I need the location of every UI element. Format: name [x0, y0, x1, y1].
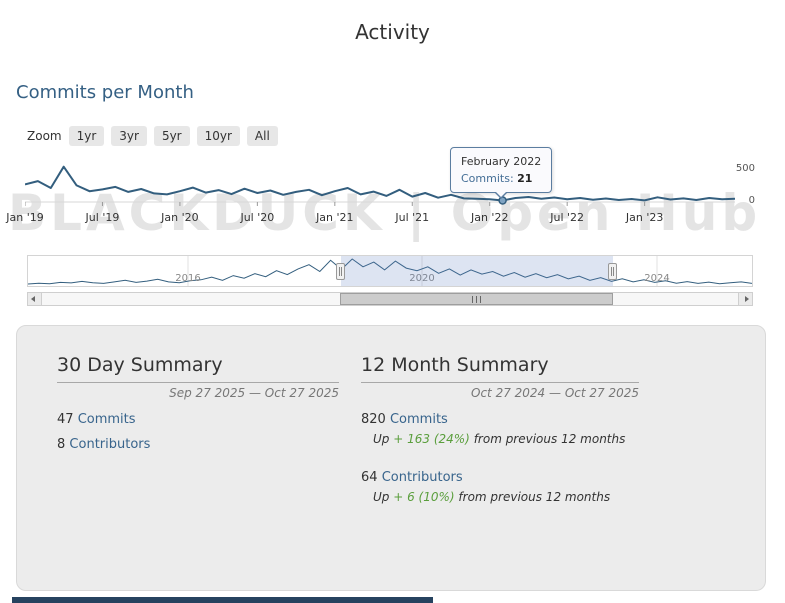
thirty-day-summary: 30 Day Summary Sep 27 2025 — Oct 27 2025… — [57, 354, 339, 452]
zoom-button-all[interactable]: All — [246, 126, 278, 146]
zoom-label: Zoom — [27, 129, 62, 143]
chart-heading: Commits per Month — [16, 82, 194, 103]
delta-prefix: Up — [373, 432, 390, 446]
tooltip-series-label: Commits: — [461, 172, 514, 185]
thirty-day-summary-title: 30 Day Summary — [57, 354, 339, 383]
contributors-link[interactable]: Contributors — [69, 437, 151, 452]
commits-per-month-chart[interactable] — [25, 164, 735, 208]
delta-prefix: Up — [373, 490, 390, 504]
y-axis-max-label: 500 — [735, 163, 755, 174]
twelve-month-contributors-row: 64 Contributors — [361, 470, 639, 485]
x-axis-label: Jan '22 — [470, 211, 509, 224]
chart-scrollbar[interactable] — [27, 292, 753, 306]
zoom-range-selector: Zoom 1yr 3yr 5yr 10yr All — [27, 126, 278, 146]
tooltip-title: February 2022 — [461, 155, 542, 168]
twelve-month-summary-title: 12 Month Summary — [361, 354, 639, 383]
navigator-handle-right[interactable] — [608, 263, 617, 280]
delta-suffix: from previous 12 months — [473, 432, 626, 446]
delta-suffix: from previous 12 months — [458, 490, 611, 504]
tooltip-value-row: Commits: 21 — [461, 172, 541, 185]
zoom-button-3yr[interactable]: 3yr — [111, 126, 147, 146]
x-axis-label: Jul '21 — [395, 211, 430, 224]
scrollbar-right-button[interactable] — [738, 293, 752, 305]
twelve-month-summary: 12 Month Summary Oct 27 2024 — Oct 27 20… — [361, 354, 639, 504]
navigator-year-label: 2016 — [175, 273, 201, 284]
navigator-year-label: 2020 — [409, 273, 435, 284]
page-title: Activity — [355, 20, 430, 44]
chart-navigator[interactable]: 2016 2020 2024 — [27, 255, 753, 287]
contributors-delta-text: Up + 6 (10%) from previous 12 months — [373, 490, 639, 504]
contributors-link[interactable]: Contributors — [381, 470, 463, 485]
scrollbar-left-button[interactable] — [28, 293, 42, 305]
commits-delta-text: Up + 163 (24%) from previous 12 months — [373, 432, 639, 446]
navigator-handle-left[interactable] — [336, 263, 345, 280]
x-axis-label: Jul '20 — [240, 211, 275, 224]
twelve-month-commits-block: 820 Commits Up + 163 (24%) from previous… — [361, 412, 639, 446]
x-axis-label: Jan '20 — [161, 211, 199, 224]
commits-link[interactable]: Commits — [389, 412, 448, 427]
tooltip-value: 21 — [517, 172, 533, 185]
zoom-button-1yr[interactable]: 1yr — [68, 126, 105, 146]
twelve-month-contributors-block: 64 Contributors Up + 6 (10%) from previo… — [361, 470, 639, 504]
x-axis-label: Jul '19 — [85, 211, 120, 224]
twelve-month-commits-row: 820 Commits — [361, 412, 639, 427]
commits-series-line — [25, 165, 735, 202]
x-axis-label: Jul '22 — [550, 211, 585, 224]
x-axis-labels: Jan '19 Jul '19 Jan '20 Jul '20 Jan '21 Jul '… — [6, 211, 735, 225]
x-axis-label: Jan '21 — [316, 211, 354, 224]
delta-value: + 6 (10%) — [393, 490, 455, 504]
twelve-month-date-range: Oct 27 2024 — Oct 27 2025 — [471, 386, 639, 400]
grip-icon — [471, 296, 482, 303]
commits-count: 820 — [361, 412, 386, 427]
summary-panel: 30 Day Summary Sep 27 2025 — Oct 27 2025… — [16, 325, 766, 591]
zoom-button-10yr[interactable]: 10yr — [196, 126, 240, 146]
thirty-day-commits-row: 47 Commits — [57, 412, 339, 427]
commits-count: 47 — [57, 412, 74, 427]
scrollbar-thumb[interactable] — [340, 293, 613, 305]
commits-link[interactable]: Commits — [77, 412, 136, 427]
y-axis-min-label: 0 — [748, 195, 755, 206]
contributors-count: 64 — [361, 470, 378, 485]
chart-tooltip: February 2022 Commits: 21 — [450, 147, 553, 199]
x-axis-label: Jan '23 — [625, 211, 664, 224]
navigator-selected-range[interactable] — [341, 256, 613, 286]
footer-bar — [12, 597, 433, 603]
navigator-series-line — [27, 258, 753, 285]
x-axis-label: Jan '19 — [6, 211, 44, 224]
navigator-mini-chart — [27, 256, 753, 286]
zoom-button-5yr[interactable]: 5yr — [153, 126, 190, 146]
navigator-year-label: 2024 — [644, 273, 670, 284]
contributors-count: 8 — [57, 437, 66, 452]
thirty-day-contributors-row: 8 Contributors — [57, 437, 339, 452]
left-arrow-icon — [31, 296, 35, 302]
right-arrow-icon — [745, 296, 749, 302]
delta-value: + 163 (24%) — [393, 432, 470, 446]
thirty-day-date-range: Sep 27 2025 — Oct 27 2025 — [169, 386, 339, 400]
